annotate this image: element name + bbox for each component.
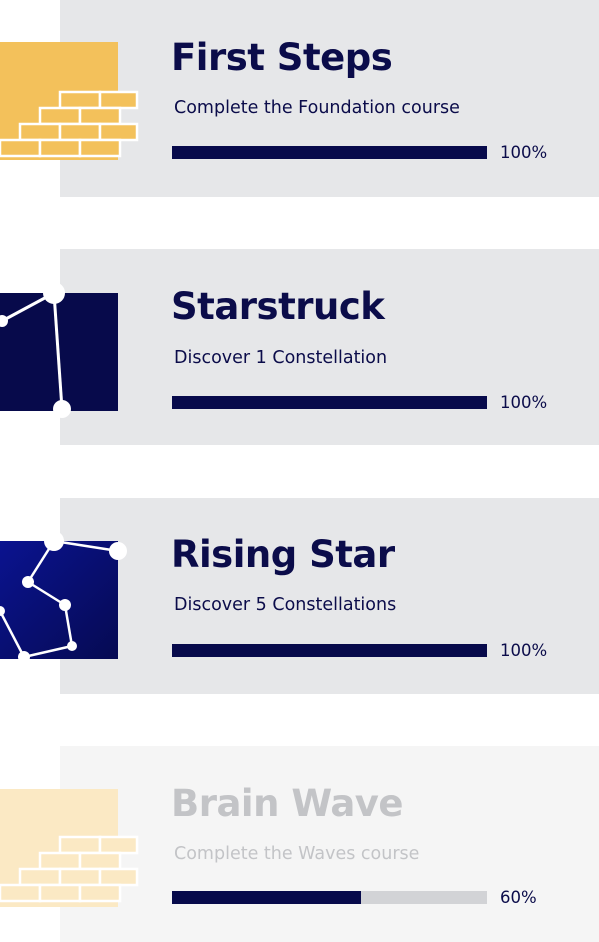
progress-bar-fill — [172, 146, 487, 159]
achievement-description: Discover 5 Constellations — [174, 595, 397, 615]
progress-percent: 100% — [500, 641, 548, 660]
progress-bar-fill — [172, 891, 361, 904]
constellation-icon — [0, 282, 118, 418]
achievement-title: Brain Wave — [171, 782, 404, 825]
progress-percent: 100% — [500, 393, 548, 412]
progress-bar — [172, 146, 487, 159]
achievement-card-first-steps[interactable] — [60, 0, 599, 197]
achievement-card-rising-star[interactable] — [60, 498, 599, 694]
achievement-card-brain-wave[interactable] — [60, 746, 599, 942]
achievement-title: First Steps — [171, 36, 393, 79]
achievement-card-starstruck[interactable] — [60, 249, 599, 445]
brick-wall-icon — [0, 42, 139, 160]
achievement-description: Complete the Waves course — [174, 844, 420, 864]
progress-bar — [172, 891, 487, 904]
progress-bar-fill — [172, 396, 487, 409]
progress-bar-fill — [172, 644, 487, 657]
progress-percent: 100% — [500, 143, 548, 162]
achievement-title: Starstruck — [171, 285, 385, 328]
achievement-description: Complete the Foundation course — [174, 98, 460, 118]
progress-bar — [172, 396, 487, 409]
achievement-description: Discover 1 Constellation — [174, 348, 388, 368]
constellations-icon — [0, 531, 127, 663]
brick-wall-icon — [0, 789, 139, 907]
progress-bar — [172, 644, 487, 657]
achievement-title: Rising Star — [171, 533, 395, 576]
progress-percent: 60% — [500, 888, 537, 907]
